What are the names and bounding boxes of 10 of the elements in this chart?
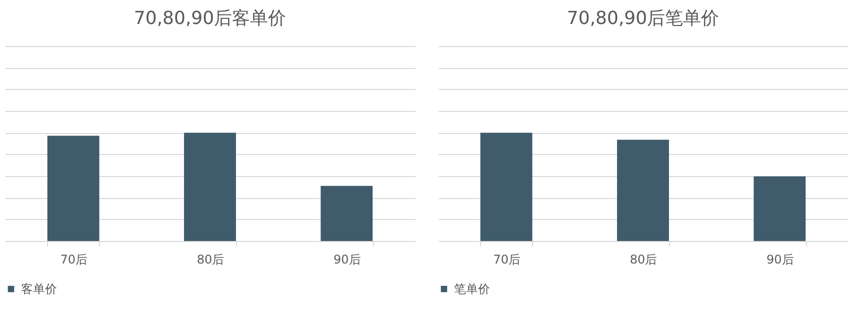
x-tick-label: 80后 (196, 252, 224, 266)
x-tick-label: 80后 (630, 252, 658, 266)
x-tick-label: 70后 (493, 252, 520, 266)
x-tick-label: 90后 (766, 252, 794, 266)
legend-label: 笔单价 (454, 282, 490, 296)
x-tick-label: 70后 (60, 252, 88, 266)
chart-title: 70,80,90后客单价 (134, 8, 286, 29)
chart-title: 70,80,90后笔单价 (566, 8, 720, 29)
legend-label: 客单价 (21, 282, 57, 296)
x-tick-label: 90后 (334, 252, 361, 266)
